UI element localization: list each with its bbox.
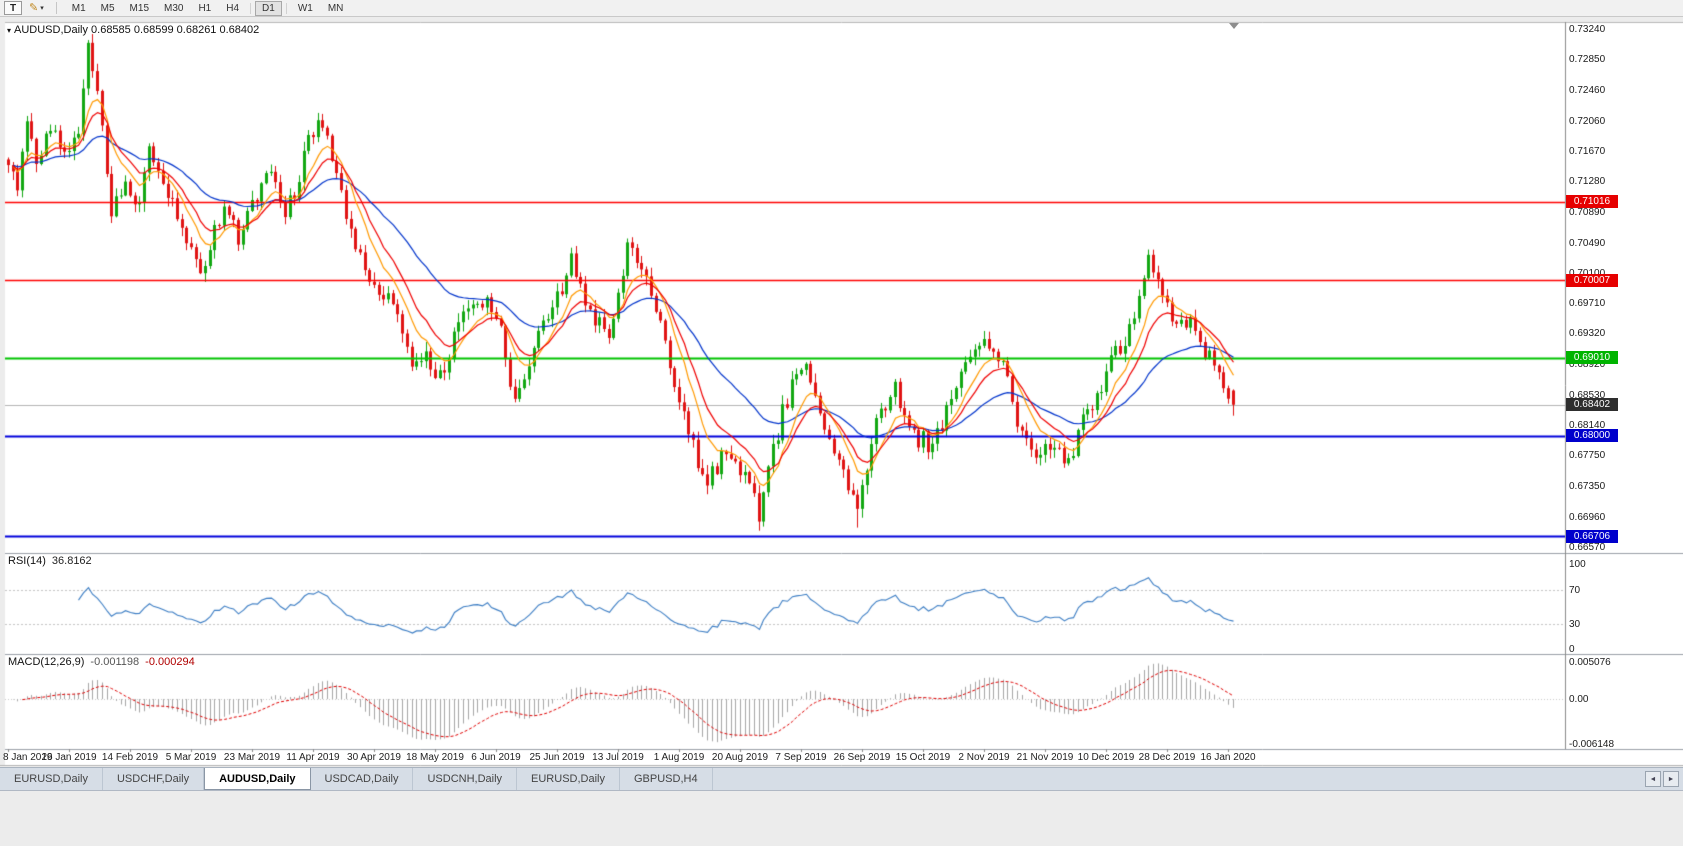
chart-tab-usdchf-daily[interactable]: USDCHF,Daily [103,768,205,790]
timeframe-button-m5[interactable]: M5 [100,2,115,14]
time-axis[interactable] [5,749,1565,765]
chart-tab-bar: EURUSD,Daily USDCHF,Daily AUDUSD,Daily USDC… [0,767,1683,791]
timeframe-button-h1[interactable]: H1 [198,2,212,14]
toolbar-separator [250,2,252,14]
tab-scroll-arrows: ◄ ► [1645,768,1683,790]
chart-tab-gbpusd-h4[interactable]: GBPUSD,H4 [620,768,713,790]
chart-tab-usdcnh-daily[interactable]: USDCNH,Daily [413,768,518,790]
price-axis[interactable] [1566,22,1683,749]
crayon-icon: ✎ [29,1,39,14]
timeframe-button-m15[interactable]: M15 [129,2,149,14]
text-tool-button[interactable]: T [4,1,22,15]
chart-tab-eurusd-daily[interactable]: EURUSD,Daily [0,768,103,790]
timeframe-toolbar: M1 M5 M15 M30 H1 H4 D1 W1 MN [65,0,351,16]
timeframe-button-m1[interactable]: M1 [71,2,86,14]
chart-tab-usdcad-daily[interactable]: USDCAD,Daily [311,768,414,790]
toolbar-separator [55,2,57,14]
chart-tab-audusd-daily[interactable]: AUDUSD,Daily [204,768,311,790]
timeframe-button-m30[interactable]: M30 [164,2,184,14]
toolbar-separator [285,2,287,14]
timeframe-button-mn[interactable]: MN [327,2,344,14]
timeframe-button-h4[interactable]: H4 [226,2,240,14]
chart-tab-eurusd-daily[interactable]: EURUSD,Daily [517,768,620,790]
crayon-style-button[interactable]: ✎ ▾ [25,1,48,15]
timeframe-button-w1[interactable]: W1 [297,2,313,14]
top-toolbar: T ✎ ▾ M1 M5 M15 M30 H1 H4 D1 W1 MN [0,0,1683,17]
tab-scroll-right-button[interactable]: ► [1663,771,1679,787]
dropdown-arrow-icon: ▾ [40,5,44,12]
chart-tabs: EURUSD,Daily USDCHF,Daily AUDUSD,Daily USDC… [0,768,713,790]
tab-scroll-left-button[interactable]: ◄ [1645,771,1661,787]
timeframe-button-d1[interactable]: D1 [255,0,282,16]
